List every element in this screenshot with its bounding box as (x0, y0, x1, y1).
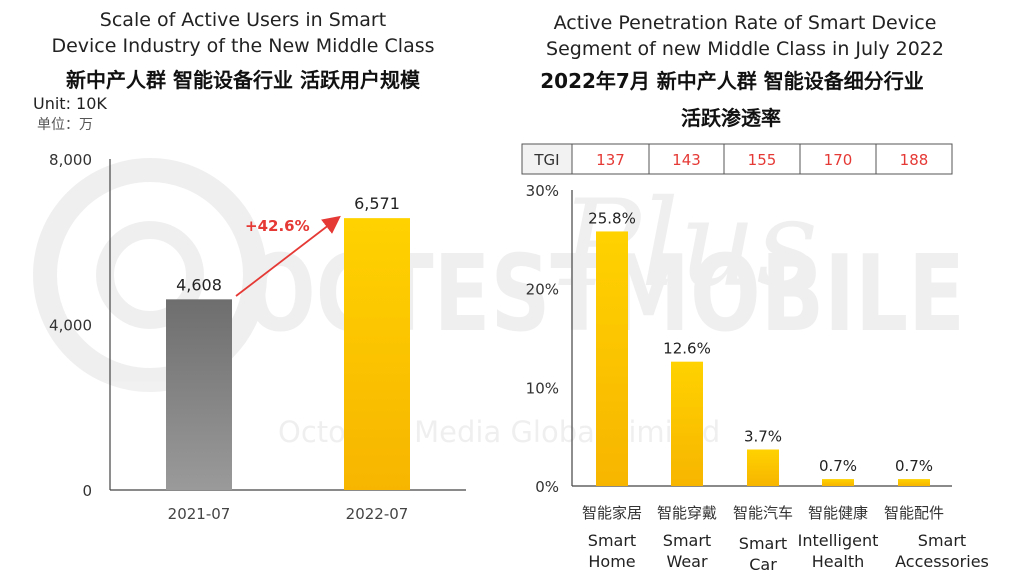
bar-smart-car (747, 449, 779, 486)
data-label: 0.7% (819, 457, 857, 475)
left-chart-value-labels: 4,608 6,571 (176, 194, 400, 294)
right-chart-x-labels: 智能家居 Smart Home 智能穿戴 Smart Wear 智能汽车 Smart Car 智能… (582, 504, 989, 574)
tgi-cell (571, 143, 650, 175)
right-chart-subtitle-cn: 活跃渗透率 (681, 106, 781, 130)
x-tick-label: 2022-07 (346, 505, 409, 523)
y-tick-label: 30% (526, 182, 559, 200)
right-chart-bars (596, 231, 930, 486)
tgi-label-cell (521, 143, 573, 175)
right-chart-title-line1: Active Penetration Rate of Smart Device (554, 12, 937, 34)
left-chart-title-line1: Scale of Active Users in Smart (100, 9, 386, 31)
left-chart-title-line2: Device Industry of the New Middle Class (51, 35, 434, 57)
tgi-value: 137 (596, 151, 625, 169)
tgi-cell (723, 143, 801, 175)
growth-label: +42.6% (245, 217, 310, 235)
watermark-logo-inner-icon (96, 221, 204, 329)
tgi-value: 170 (824, 151, 853, 169)
data-label: 25.8% (588, 209, 636, 227)
growth-arrow (235, 215, 341, 297)
left-chart-title-cn: 新中产人群 智能设备行业 活跃用户规模 (66, 68, 421, 92)
left-chart-x-labels: 2021-07 2022-07 (168, 505, 409, 523)
x-tick-label-en: Accessories (895, 552, 989, 571)
tgi-cell (648, 143, 725, 175)
x-tick-label-en: Car (749, 555, 777, 574)
left-chart-unit-cn: 单位：万 (37, 117, 93, 133)
x-tick-label-en: Wear (666, 552, 708, 571)
x-tick-label-cn: 智能汽车 (733, 504, 793, 522)
bar-2021-07 (166, 299, 232, 490)
watermark-logo-icon (33, 158, 267, 392)
y-tick-label: 8,000 (49, 151, 92, 169)
x-tick-label-en: Intelligent (798, 531, 879, 550)
x-tick-label-en: Smart (739, 534, 787, 553)
bar-2022-07 (344, 218, 410, 490)
data-label: 6,571 (354, 194, 400, 213)
bar-intelligent-health (822, 479, 854, 486)
x-tick-label-en: Home (588, 552, 635, 571)
data-label: 3.7% (744, 427, 782, 445)
x-tick-label: 2021-07 (168, 505, 231, 523)
y-tick-label: 4,000 (49, 317, 92, 335)
x-tick-label-en: Smart (588, 531, 636, 550)
bar-smart-wear (671, 361, 703, 486)
tgi-table: TGI 137 143 155 170 188 (521, 143, 953, 175)
x-tick-label-cn: 智能配件 (884, 504, 944, 522)
right-chart: Active Penetration Rate of Smart Device … (521, 12, 989, 574)
y-tick-label: 20% (526, 281, 559, 299)
x-tick-label-en: Smart (918, 531, 966, 550)
x-tick-label-cn: 智能家居 (582, 504, 642, 522)
bar-smart-home (596, 231, 628, 486)
tgi-value: 155 (748, 151, 777, 169)
tgi-cell (875, 143, 953, 175)
data-label: 0.7% (895, 457, 933, 475)
left-chart-y-ticks: 0 4,000 8,000 (49, 151, 92, 500)
tgi-value: 188 (900, 151, 929, 169)
y-tick-label: 10% (526, 379, 559, 397)
tgi-label: TGI (533, 151, 559, 169)
right-chart-title-cn: 2022年7月 新中产人群 智能设备细分行业 (540, 69, 924, 93)
tgi-value: 143 (672, 151, 701, 169)
left-chart-bars (166, 218, 410, 490)
x-tick-label-cn: 智能穿戴 (657, 504, 717, 522)
x-tick-label-en: Smart (663, 531, 711, 550)
right-chart-value-labels: 25.8% 12.6% 3.7% 0.7% 0.7% (588, 209, 933, 475)
y-tick-label: 0% (535, 478, 559, 496)
y-tick-label: 0 (82, 482, 92, 500)
x-tick-label-cn: 智能健康 (808, 504, 868, 522)
right-chart-y-ticks: 0% 10% 20% 30% (526, 182, 559, 496)
data-label: 4,608 (176, 275, 222, 294)
left-chart: Scale of Active Users in Smart Device In… (33, 9, 466, 523)
left-chart-unit: Unit: 10K (33, 94, 107, 113)
bar-smart-accessories (898, 479, 930, 486)
right-chart-title-line2: Segment of new Middle Class in July 2022 (546, 38, 944, 60)
x-tick-label-en: Health (812, 552, 865, 571)
data-label: 12.6% (663, 340, 711, 358)
